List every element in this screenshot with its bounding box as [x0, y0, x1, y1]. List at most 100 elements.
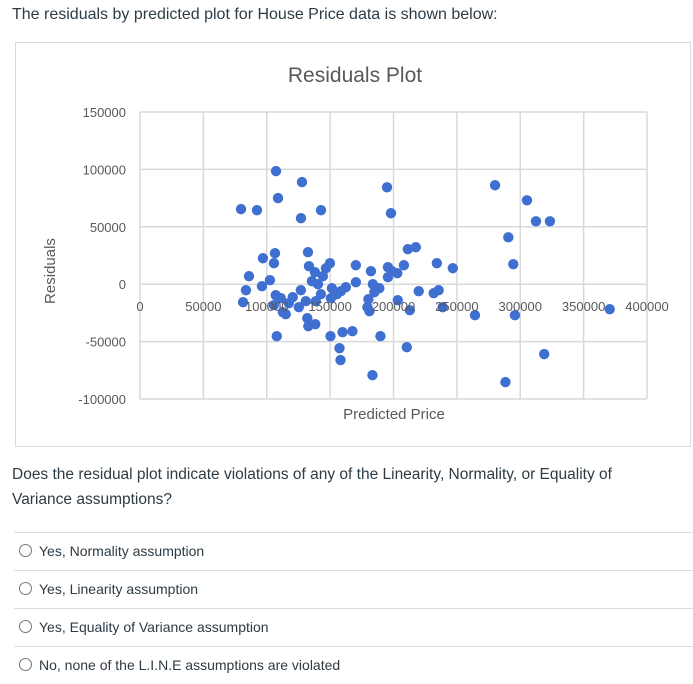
data-point	[401, 342, 413, 353]
data-point	[295, 212, 307, 224]
option-label[interactable]: Yes, Normality assumption	[39, 543, 205, 559]
data-point	[235, 203, 247, 215]
data-point	[437, 301, 448, 313]
data-point	[296, 176, 308, 188]
data-point	[310, 318, 321, 330]
residuals-chart: Residuals Plot Residuals 150000 100000 500…	[15, 42, 691, 447]
data-point	[272, 192, 284, 204]
data-point	[365, 266, 377, 277]
data-point	[544, 216, 556, 227]
y-tick-label: 100000	[83, 162, 126, 177]
answer-options: Yes, Normality assumption Yes, Linearity…	[14, 532, 693, 684]
data-point	[364, 305, 375, 317]
data-point	[302, 312, 313, 324]
data-point	[295, 284, 307, 296]
data-point	[539, 348, 550, 360]
option-label[interactable]: Yes, Linearity assumption	[39, 581, 199, 597]
data-point	[402, 243, 414, 255]
data-point	[530, 216, 542, 227]
option-none-violated[interactable]: No, none of the L.I.N.E assumptions are …	[14, 646, 693, 684]
data-point	[268, 257, 280, 269]
data-point	[287, 291, 298, 303]
x-tick-label: 350000	[562, 299, 605, 314]
data-point	[398, 260, 410, 271]
data-point	[392, 294, 404, 306]
data-point	[293, 301, 305, 313]
data-point	[489, 180, 501, 191]
y-tick-label: 50000	[90, 220, 126, 235]
data-point	[237, 297, 249, 308]
data-point	[500, 376, 511, 388]
x-tick-label: 400000	[625, 299, 668, 314]
data-point	[243, 270, 255, 282]
data-point	[325, 293, 337, 304]
data-point	[503, 232, 514, 243]
y-axis-label: Residuals	[42, 238, 59, 304]
x-tick-label: 0	[136, 299, 143, 314]
radio-button[interactable]	[19, 582, 32, 595]
data-point	[392, 267, 403, 279]
data-point	[604, 304, 615, 315]
data-points	[235, 165, 615, 388]
data-point	[335, 354, 346, 366]
x-tick-label: 100000	[245, 299, 288, 314]
option-label[interactable]: Yes, Equality of Variance assumption	[39, 619, 269, 635]
data-point	[375, 331, 386, 342]
data-point	[251, 204, 263, 216]
data-point	[309, 266, 321, 278]
data-point	[300, 295, 311, 307]
option-linearity[interactable]: Yes, Linearity assumption	[14, 570, 693, 608]
data-point	[270, 290, 281, 301]
data-point	[240, 284, 252, 296]
data-point	[433, 284, 444, 296]
data-point	[320, 263, 332, 274]
y-axis-ticks: 150000 100000 50000 0 -50000 -100000	[78, 105, 126, 407]
data-point	[269, 248, 281, 259]
option-normality[interactable]: Yes, Normality assumption	[14, 532, 693, 570]
data-point	[350, 260, 362, 271]
data-point	[413, 286, 424, 297]
option-label[interactable]: No, none of the L.I.N.E assumptions are …	[39, 657, 341, 673]
data-point	[337, 326, 348, 338]
data-point	[310, 295, 322, 307]
option-equal-variance[interactable]: Yes, Equality of Variance assumption	[14, 608, 693, 646]
y-tick-label: -100000	[78, 392, 126, 407]
data-point	[334, 342, 345, 354]
data-point	[325, 331, 336, 342]
y-tick-label: 0	[119, 277, 126, 292]
data-point	[264, 274, 276, 286]
data-point	[257, 253, 269, 264]
data-point	[385, 208, 397, 219]
chart-canvas: Residuals Plot Residuals 150000 100000 500…	[42, 64, 669, 423]
x-tick-label: 300000	[499, 299, 542, 314]
data-point	[469, 309, 481, 321]
data-point	[367, 370, 378, 381]
data-point	[306, 276, 318, 287]
radio-button[interactable]	[19, 620, 32, 633]
data-point	[270, 165, 282, 177]
data-point	[521, 195, 533, 206]
data-point	[410, 242, 422, 253]
data-point	[271, 331, 282, 342]
data-point	[317, 270, 329, 282]
data-point	[302, 246, 314, 258]
data-point	[431, 257, 443, 269]
chart-grid	[139, 111, 648, 400]
x-tick-label: 150000	[308, 299, 351, 314]
x-tick-label: 50000	[185, 299, 221, 314]
data-point	[280, 308, 291, 320]
data-point	[508, 259, 519, 270]
radio-button[interactable]	[19, 544, 32, 557]
x-tick-label: 250000	[435, 299, 478, 314]
data-point	[347, 325, 358, 337]
x-axis-ticks: 0 50000 100000 150000 200000 250000 300000 3500…	[136, 299, 668, 314]
question-text: Does the residual plot indicate violatio…	[12, 466, 612, 508]
intro-text: The residuals by predicted plot for Hous…	[12, 6, 498, 23]
data-point	[363, 294, 374, 305]
data-point	[447, 263, 459, 274]
data-point	[374, 283, 385, 294]
radio-button[interactable]	[19, 658, 32, 671]
y-tick-label: 150000	[83, 105, 126, 120]
data-point	[350, 277, 362, 288]
data-point	[382, 271, 394, 283]
